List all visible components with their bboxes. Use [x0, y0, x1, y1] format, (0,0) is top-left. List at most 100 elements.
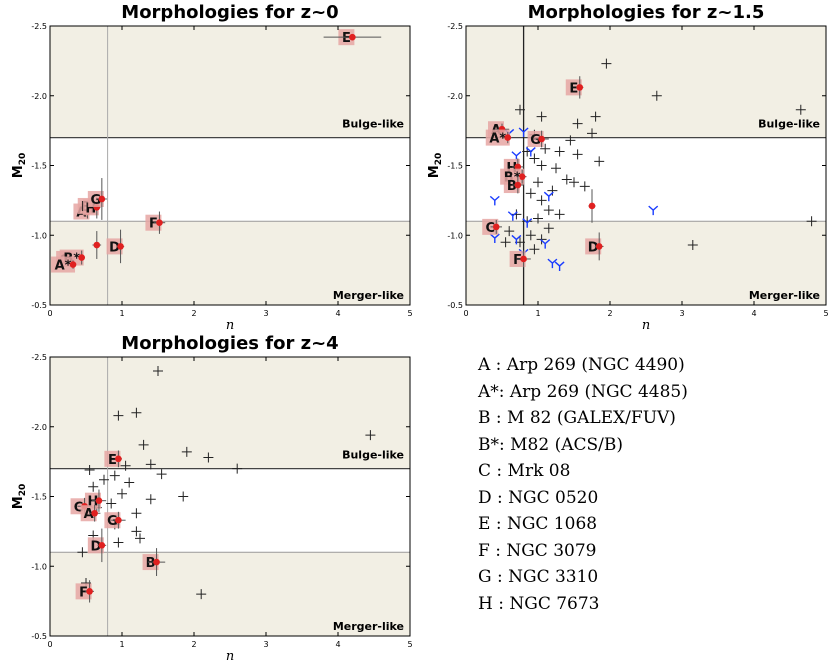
x-tick-label: 5 — [407, 640, 412, 649]
data-point-unlabeled — [588, 202, 596, 210]
point-label-box — [80, 505, 97, 522]
data-point-g — [115, 516, 122, 524]
plot-title: Morphologies for z~0 — [121, 2, 338, 23]
x-tick-label: 5 — [407, 309, 412, 318]
data-point-d — [117, 243, 124, 250]
point-label-b: B — [507, 179, 517, 194]
plus-marker — [551, 163, 561, 174]
point-label-box — [565, 79, 582, 96]
point-label-box — [503, 177, 520, 194]
plus-marker — [113, 410, 124, 421]
chart-panel: E HC A GD B F 0 1 2 3 4 5 -0.5 -1.0 -1.5 -2.0 -2.5 Morpho… — [11, 333, 413, 662]
y-tick-label: -0.5 — [31, 301, 47, 310]
point-label-box — [482, 218, 499, 235]
data-point-d — [595, 243, 603, 250]
legend-entry: D : NGC 0520 — [478, 487, 599, 508]
plus-marker — [515, 104, 525, 115]
plus-marker — [153, 365, 163, 376]
point-label-c: C — [485, 221, 495, 236]
point-label-e: E — [342, 31, 351, 46]
point-label-box — [585, 238, 602, 255]
x-axis-label: n — [226, 649, 234, 662]
point-label-g: G — [107, 514, 118, 529]
plus-marker — [651, 90, 662, 101]
data-point-g — [538, 135, 545, 143]
legend: A : Arp 269 (NGC 4490) A*: Arp 269 (NGC … — [478, 352, 688, 617]
x-tick-label: 3 — [679, 309, 684, 318]
x-tick-label: 2 — [191, 309, 196, 318]
merger-region — [50, 552, 410, 636]
plus-marker — [572, 118, 583, 129]
y-axis-label: M20 — [11, 484, 28, 509]
point-label-g: G — [530, 133, 541, 148]
y-marker — [554, 261, 565, 271]
point-label-f: F — [79, 585, 88, 600]
y-tick-label: -2.5 — [447, 22, 463, 31]
merger-region — [50, 221, 410, 305]
point-label-d: D — [109, 240, 120, 255]
plus-marker — [131, 508, 142, 519]
chart-panel: EABHGCB*A*DF012345-0.5-1.0-1.5-2.0-2.5Mo… — [11, 2, 413, 333]
point-label-box — [51, 256, 76, 273]
plus-marker — [138, 439, 149, 450]
y-marker — [522, 218, 533, 228]
plot-title: Morphologies for z~4 — [121, 333, 338, 354]
plus-marker — [795, 104, 806, 115]
y-marker — [648, 205, 659, 216]
plus-marker — [504, 226, 515, 237]
plus-marker — [687, 240, 698, 251]
merger-like-label: Merger-like — [333, 620, 404, 633]
y-tick-label: -0.5 — [31, 632, 47, 641]
x-tick-label: 1 — [535, 309, 540, 318]
y-tick-label: -0.5 — [447, 301, 463, 310]
point-label-f: F — [513, 253, 522, 268]
plus-marker — [88, 481, 99, 492]
plus-marker — [806, 216, 817, 227]
data-point-a-star — [504, 134, 512, 141]
y-marker — [489, 195, 500, 206]
point-label-f: F — [149, 217, 158, 232]
plus-marker — [131, 526, 142, 537]
legend-entry: F : NGC 3079 — [478, 540, 597, 561]
plus-marker — [84, 464, 95, 475]
plus-marker — [543, 205, 554, 216]
y-tick-label: -2.0 — [31, 92, 47, 101]
plus-marker — [99, 474, 109, 485]
data-point-b-star — [518, 173, 526, 180]
data-point-d — [98, 542, 106, 549]
chart-panel: EAA*GHB*BCFD012345-0.5-1.0-1.5-2.0-2.5Mo… — [427, 2, 829, 333]
x-tick-label: 0 — [47, 640, 52, 649]
plot-title: Morphologies for z~1.5 — [528, 2, 765, 23]
legend-entry: B*: M82 (ACS/B) — [478, 434, 623, 455]
point-label-box — [145, 214, 162, 231]
point-label-box — [485, 129, 510, 146]
data-point-h — [514, 163, 522, 171]
data-point-unlabeled — [93, 241, 101, 249]
data-point-a-star — [69, 261, 77, 268]
plus-marker — [181, 446, 192, 457]
plus-marker — [365, 430, 376, 441]
x-tick-label: 2 — [607, 309, 612, 318]
plus-marker — [587, 128, 597, 139]
plus-marker — [579, 181, 590, 192]
plus-marker — [145, 494, 156, 505]
plus-marker — [554, 146, 565, 157]
data-point-g — [98, 195, 106, 203]
point-label-d: D — [588, 240, 599, 255]
plus-marker — [135, 533, 145, 544]
x-tick-label: 3 — [263, 309, 268, 318]
y-axis-label-main: M — [427, 165, 442, 178]
y-axis-label: M20 — [11, 153, 28, 178]
point-label-a: A — [84, 507, 94, 522]
plus-marker — [529, 153, 540, 164]
data-point-f — [520, 255, 527, 263]
y-marker — [540, 239, 551, 249]
point-label-b: B — [146, 556, 156, 571]
y-tick-label: -1.5 — [31, 493, 47, 502]
data-point-e — [115, 455, 122, 463]
data-point-e — [576, 84, 584, 91]
x-tick-label: 2 — [191, 640, 196, 649]
point-label-e: E — [569, 81, 578, 96]
plus-marker — [533, 177, 543, 188]
